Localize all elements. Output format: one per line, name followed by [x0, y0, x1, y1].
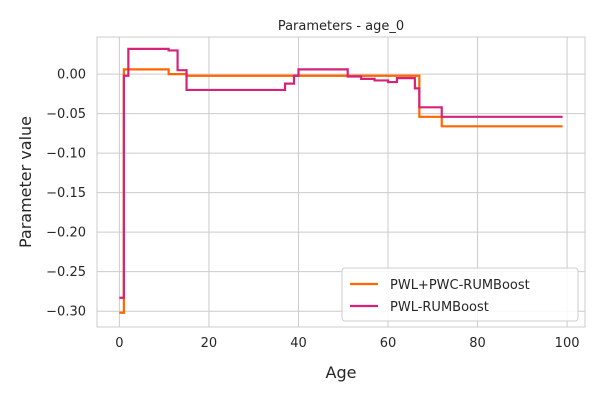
- legend-label-pwl-pwc-rumboost: PWL+PWC-RUMBoost: [390, 278, 530, 293]
- series-layer: [119, 47, 563, 314]
- chart-title: Parameters - age_0: [278, 19, 404, 34]
- x-tick-label: 40: [290, 336, 307, 351]
- tick-labels: 0 20 40 60 80 100 0.00 −0.05 −0.10 −0.15 −0.20 −0.2…: [46, 68, 579, 351]
- y-tick-label: 0.00: [57, 68, 86, 83]
- x-axis-title: Age: [326, 363, 357, 382]
- y-tick-label: −0.30: [46, 305, 86, 320]
- y-tick-label: −0.15: [46, 186, 86, 201]
- x-tick-label: 60: [380, 336, 397, 351]
- x-tick-label: 0: [115, 336, 123, 351]
- x-tick-label: 80: [469, 336, 486, 351]
- legend: PWL+PWC-RUMBoost PWL-RUMBoost: [341, 267, 579, 322]
- legend-label-pwl-rumboost: PWL-RUMBoost: [390, 300, 489, 315]
- series-line-pwl-rumboost: [119, 47, 563, 299]
- grid: [97, 37, 585, 327]
- y-tick-label: −0.05: [46, 107, 86, 122]
- plot-frame: [96, 36, 586, 328]
- y-tick-label: −0.20: [46, 226, 86, 241]
- x-tick-label: 20: [201, 336, 218, 351]
- x-tick-label: 100: [555, 336, 580, 351]
- y-axis-title: Parameter value: [16, 116, 35, 248]
- y-tick-label: −0.25: [46, 265, 86, 280]
- legend-box: [341, 267, 579, 322]
- y-tick-label: −0.10: [46, 147, 86, 162]
